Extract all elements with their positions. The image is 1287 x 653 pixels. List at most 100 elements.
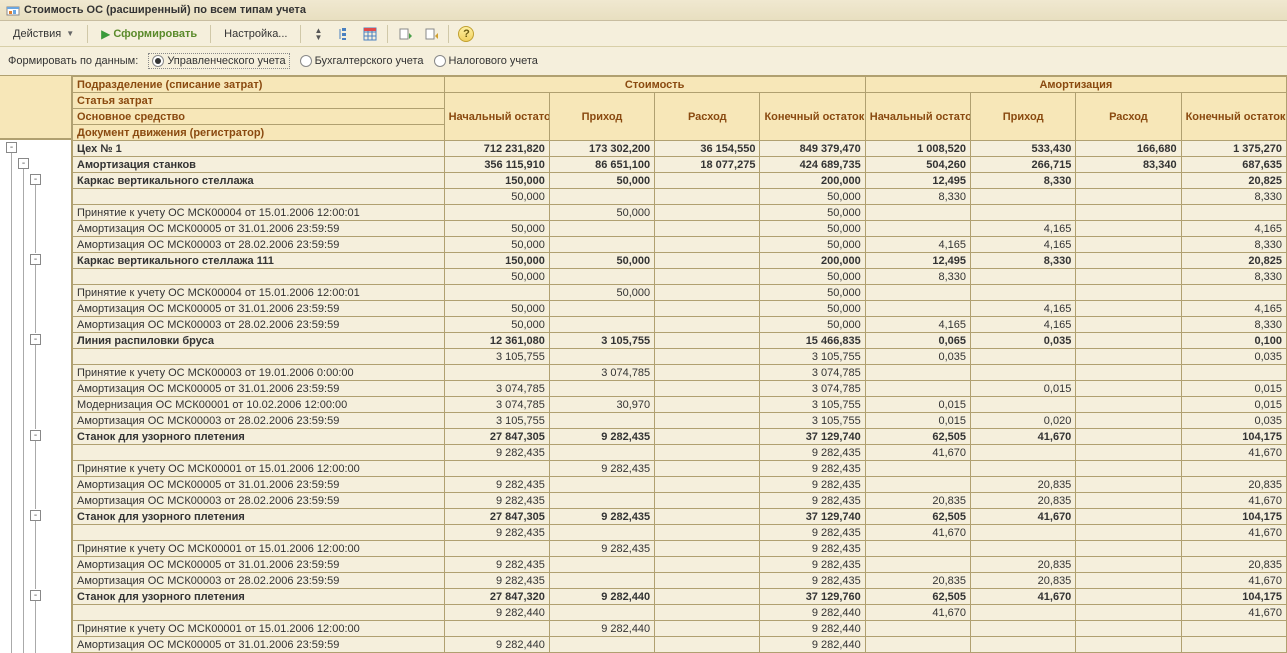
table-row[interactable]: Амортизация ОС МСК00005 от 31.01.2006 23… [73, 381, 1287, 397]
radio-accounting[interactable]: Бухгалтерского учета [300, 55, 424, 67]
cell-value: 0,100 [1181, 333, 1286, 349]
table-row[interactable]: 50,00050,0008,3308,330 [73, 269, 1287, 285]
tree-toggle[interactable]: - [18, 158, 29, 169]
cell-value: 687,635 [1181, 157, 1286, 173]
table-row[interactable]: Амортизация ОС МСК00005 от 31.01.2006 23… [73, 637, 1287, 653]
radio-tax[interactable]: Налогового учета [434, 55, 538, 67]
export-down-icon[interactable] [394, 23, 416, 45]
cell-value: 0,015 [865, 413, 970, 429]
cell-value [549, 477, 654, 493]
table-row[interactable]: Модернизация ОС МСК00001 от 10.02.2006 1… [73, 397, 1287, 413]
cell-value [549, 557, 654, 573]
table-row[interactable]: Принятие к учету ОС МСК00003 от 19.01.20… [73, 365, 1287, 381]
cell-value [971, 365, 1076, 381]
tree-toggle[interactable]: - [6, 142, 17, 153]
table-row[interactable]: Каркас вертикального стеллажа 111150,000… [73, 253, 1287, 269]
form-button[interactable]: ▶ Сформировать [94, 24, 204, 44]
table-row[interactable]: 50,00050,0008,3308,330 [73, 189, 1287, 205]
play-icon: ▶ [101, 27, 110, 41]
cell-value [549, 189, 654, 205]
table-row[interactable]: Амортизация ОС МСК00005 от 31.01.2006 23… [73, 557, 1287, 573]
actions-dropdown[interactable]: Действия ▼ [6, 25, 81, 43]
cell-value [971, 525, 1076, 541]
cell-value [549, 221, 654, 237]
cell-value: 27 847,305 [444, 429, 549, 445]
cell-value [444, 541, 549, 557]
tree-toggle[interactable]: - [30, 334, 41, 345]
cell-value: 9 282,435 [760, 573, 865, 589]
table-row[interactable]: Амортизация ОС МСК00005 от 31.01.2006 23… [73, 301, 1287, 317]
cell-value [1076, 285, 1181, 301]
cell-value [865, 381, 970, 397]
table-row[interactable]: Линия распиловки бруса12 361,0803 105,75… [73, 333, 1287, 349]
radio-mgmt-accounting[interactable]: Управленческого учета [148, 53, 289, 69]
cell-value: 3 105,755 [444, 413, 549, 429]
col-expense-2: Расход [1076, 93, 1181, 141]
grid-icon[interactable] [359, 23, 381, 45]
table-row[interactable]: Амортизация ОС МСК00005 от 31.01.2006 23… [73, 221, 1287, 237]
table-row[interactable]: Амортизация ОС МСК00005 от 31.01.2006 23… [73, 477, 1287, 493]
data-grid[interactable]: Подразделение (списание затрат) Стоимост… [72, 76, 1287, 653]
table-row[interactable]: 3 105,7553 105,7550,0350,035 [73, 349, 1287, 365]
radio-label: Налогового учета [449, 55, 538, 67]
cell-value: 0,015 [865, 397, 970, 413]
cell-value: 50,000 [760, 189, 865, 205]
table-row[interactable]: Амортизация ОС МСК00003 от 28.02.2006 23… [73, 413, 1287, 429]
table-row[interactable]: Принятие к учету ОС МСК00004 от 15.01.20… [73, 285, 1287, 301]
col-expense: Расход [655, 93, 760, 141]
table-row[interactable]: Амортизация ОС МСК00003 от 28.02.2006 23… [73, 493, 1287, 509]
cell-value: 3 105,755 [760, 397, 865, 413]
table-row[interactable]: Амортизация ОС МСК00003 от 28.02.2006 23… [73, 573, 1287, 589]
table-row[interactable]: Амортизация ОС МСК00003 от 28.02.2006 23… [73, 237, 1287, 253]
table-row[interactable]: Цех № 1712 231,820173 302,20036 154,5508… [73, 141, 1287, 157]
table-row[interactable]: 9 282,4359 282,43541,67041,670 [73, 525, 1287, 541]
col-start-balance-2: Начальный остаток [865, 93, 970, 141]
table-row[interactable]: 9 282,4359 282,43541,67041,670 [73, 445, 1287, 461]
cell-value [865, 205, 970, 221]
cell-value [655, 285, 760, 301]
table-row[interactable]: Амортизация станков356 115,91086 651,100… [73, 157, 1287, 173]
export-up-icon[interactable] [420, 23, 442, 45]
help-button[interactable]: ? [455, 23, 477, 45]
table-row[interactable]: Принятие к учету ОС МСК00001 от 15.01.20… [73, 541, 1287, 557]
table-row[interactable]: Каркас вертикального стеллажа150,00050,0… [73, 173, 1287, 189]
table-row[interactable]: Станок для узорного плетения27 847,3059 … [73, 509, 1287, 525]
cell-value: 50,000 [760, 317, 865, 333]
tree-toggle[interactable]: - [30, 254, 41, 265]
header-group-amort: Амортизация [865, 77, 1286, 93]
cell-value: 41,670 [1181, 573, 1286, 589]
table-row[interactable]: Принятие к учету ОС МСК00001 от 15.01.20… [73, 461, 1287, 477]
cell-value [444, 205, 549, 221]
row-label: Амортизация ОС МСК00003 от 28.02.2006 23… [73, 493, 445, 509]
cell-value [1181, 461, 1286, 477]
tree-toggle[interactable]: - [30, 430, 41, 441]
cell-value [1076, 205, 1181, 221]
expand-collapse-icon[interactable]: ▲▼ [307, 23, 329, 45]
settings-button[interactable]: Настройка... [217, 25, 294, 43]
col-end-balance-2: Конечный остаток [1181, 93, 1286, 141]
cell-value: 27 847,320 [444, 589, 549, 605]
header-left-2: Основное средство [73, 109, 445, 125]
cell-value [1076, 397, 1181, 413]
cell-value: 9 282,435 [549, 429, 654, 445]
table-row[interactable]: Станок для узорного плетения27 847,3059 … [73, 429, 1287, 445]
tree-toggle[interactable]: - [30, 590, 41, 601]
tree-toggle[interactable]: - [30, 510, 41, 521]
cell-value: 166,680 [1076, 141, 1181, 157]
cell-value [1076, 605, 1181, 621]
cell-value: 37 129,760 [760, 589, 865, 605]
tree-icon[interactable] [333, 23, 355, 45]
row-label: Амортизация ОС МСК00005 от 31.01.2006 23… [73, 301, 445, 317]
cell-value: 15 466,835 [760, 333, 865, 349]
table-row[interactable]: 9 282,4409 282,44041,67041,670 [73, 605, 1287, 621]
cell-value [655, 509, 760, 525]
cell-value: 9 282,435 [444, 525, 549, 541]
cell-value: 30,970 [549, 397, 654, 413]
table-row[interactable]: Амортизация ОС МСК00003 от 28.02.2006 23… [73, 317, 1287, 333]
table-row[interactable]: Станок для узорного плетения27 847,3209 … [73, 589, 1287, 605]
separator [210, 25, 211, 43]
cell-value [1076, 333, 1181, 349]
cell-value [1076, 493, 1181, 509]
table-row[interactable]: Принятие к учету ОС МСК00004 от 15.01.20… [73, 205, 1287, 221]
tree-toggle[interactable]: - [30, 174, 41, 185]
